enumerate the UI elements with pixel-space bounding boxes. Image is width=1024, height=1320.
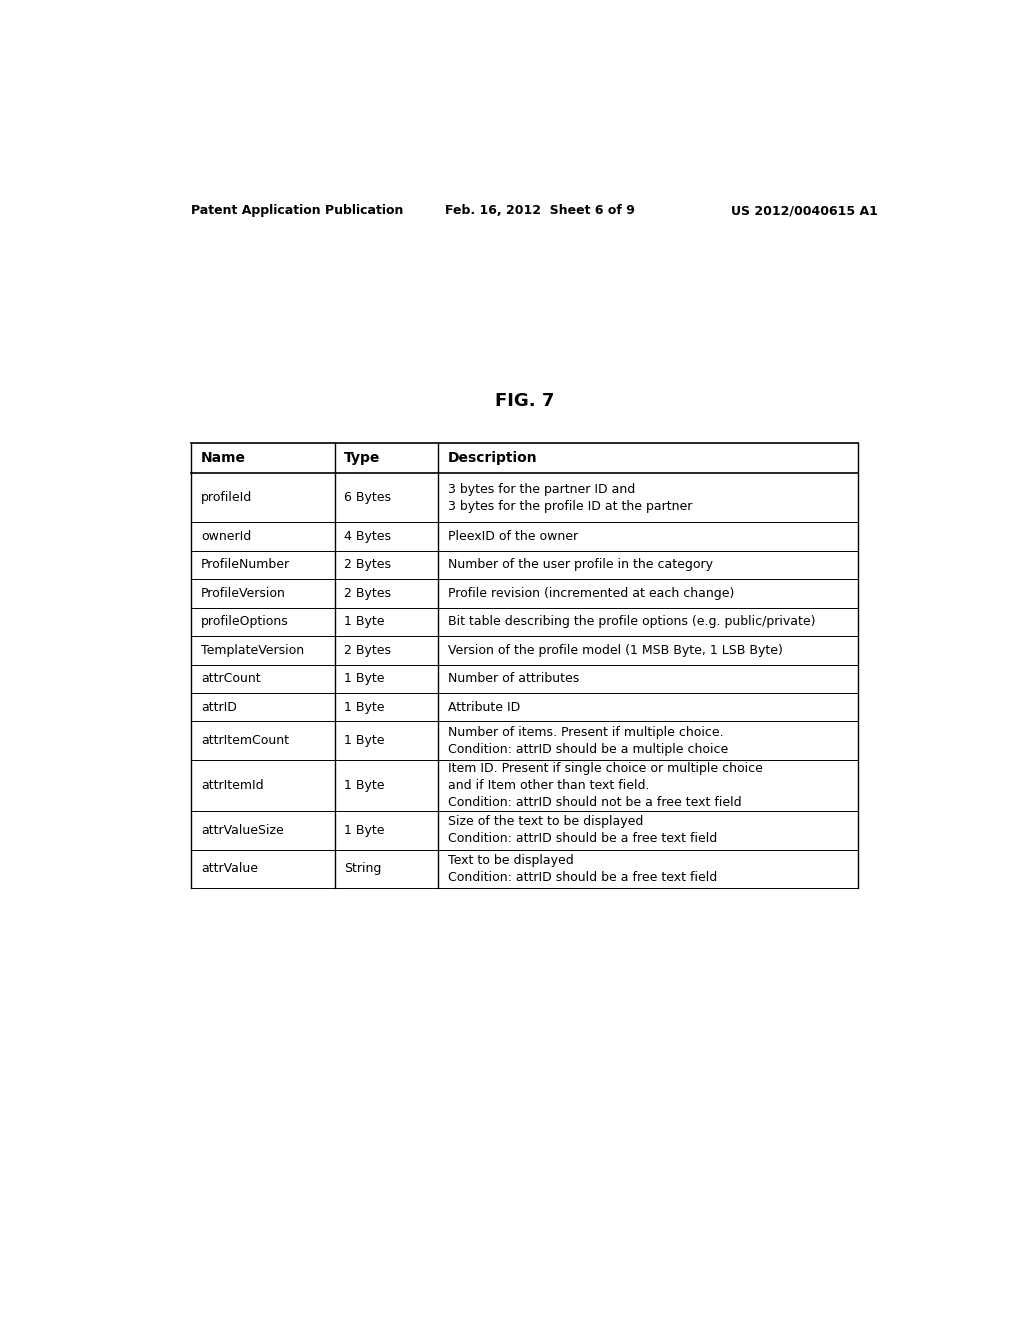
Bar <box>191 693 858 722</box>
Text: TemplateVersion: TemplateVersion <box>201 644 304 657</box>
Bar <box>191 474 858 523</box>
Bar <box>191 760 858 810</box>
Text: Bit table describing the profile options (e.g. public/private): Bit table describing the profile options… <box>447 615 815 628</box>
Bar <box>191 850 858 888</box>
Bar <box>191 444 858 474</box>
Text: profileOptions: profileOptions <box>201 615 289 628</box>
Bar <box>191 550 858 579</box>
Bar <box>191 579 858 607</box>
Text: Attribute ID: Attribute ID <box>447 701 520 714</box>
Text: 1 Byte: 1 Byte <box>344 824 385 837</box>
Text: FIG. 7: FIG. 7 <box>496 392 554 411</box>
Text: Number of items. Present if multiple choice.
Condition: attrID should be a multi: Number of items. Present if multiple cho… <box>447 726 728 756</box>
Text: 2 Bytes: 2 Bytes <box>344 558 391 572</box>
Text: 2 Bytes: 2 Bytes <box>344 587 391 599</box>
Text: attrID: attrID <box>201 701 237 714</box>
Text: Profile revision (incremented at each change): Profile revision (incremented at each ch… <box>447 587 734 599</box>
Bar <box>191 636 858 664</box>
Text: Version of the profile model (1 MSB Byte, 1 LSB Byte): Version of the profile model (1 MSB Byte… <box>447 644 782 657</box>
Text: attrValue: attrValue <box>201 862 258 875</box>
Text: PleexID of the owner: PleexID of the owner <box>447 531 578 543</box>
Text: Name: Name <box>201 451 246 465</box>
Text: 6 Bytes: 6 Bytes <box>344 491 391 504</box>
Text: 1 Byte: 1 Byte <box>344 701 385 714</box>
Text: 1 Byte: 1 Byte <box>344 734 385 747</box>
Text: ProfileNumber: ProfileNumber <box>201 558 290 572</box>
Text: Feb. 16, 2012  Sheet 6 of 9: Feb. 16, 2012 Sheet 6 of 9 <box>445 205 635 216</box>
Text: 1 Byte: 1 Byte <box>344 615 385 628</box>
Text: Size of the text to be displayed
Condition: attrID should be a free text field: Size of the text to be displayed Conditi… <box>447 816 717 845</box>
Text: 4 Bytes: 4 Bytes <box>344 531 391 543</box>
Text: 3 bytes for the partner ID and
3 bytes for the profile ID at the partner: 3 bytes for the partner ID and 3 bytes f… <box>447 483 692 513</box>
Text: profileId: profileId <box>201 491 252 504</box>
Bar <box>191 523 858 550</box>
Text: Number of the user profile in the category: Number of the user profile in the catego… <box>447 558 713 572</box>
Bar <box>191 607 858 636</box>
Text: Item ID. Present if single choice or multiple choice
and if Item other than text: Item ID. Present if single choice or mul… <box>447 762 763 809</box>
Text: 1 Byte: 1 Byte <box>344 672 385 685</box>
Text: 1 Byte: 1 Byte <box>344 779 385 792</box>
Text: attrValueSize: attrValueSize <box>201 824 284 837</box>
Bar <box>191 722 858 760</box>
Text: Number of attributes: Number of attributes <box>447 672 579 685</box>
Text: Text to be displayed
Condition: attrID should be a free text field: Text to be displayed Condition: attrID s… <box>447 854 717 884</box>
Text: attrItemCount: attrItemCount <box>201 734 289 747</box>
Text: 2 Bytes: 2 Bytes <box>344 644 391 657</box>
Text: US 2012/0040615 A1: US 2012/0040615 A1 <box>731 205 878 216</box>
Text: attrItemId: attrItemId <box>201 779 263 792</box>
Text: ProfileVersion: ProfileVersion <box>201 587 286 599</box>
Text: Type: Type <box>344 451 381 465</box>
Text: Description: Description <box>447 451 538 465</box>
Text: String: String <box>344 862 382 875</box>
Text: ownerId: ownerId <box>201 531 251 543</box>
Text: attrCount: attrCount <box>201 672 261 685</box>
Bar <box>191 664 858 693</box>
Bar <box>191 810 858 850</box>
Text: Patent Application Publication: Patent Application Publication <box>191 205 403 216</box>
